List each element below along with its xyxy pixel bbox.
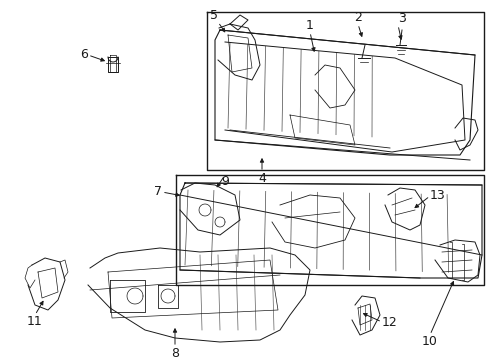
Text: 10: 10 — [421, 335, 437, 348]
Text: 2: 2 — [353, 11, 361, 24]
Text: 6: 6 — [80, 49, 88, 62]
Text: 13: 13 — [429, 189, 445, 202]
Text: 1: 1 — [305, 19, 313, 32]
Text: 8: 8 — [171, 347, 179, 360]
Text: 5: 5 — [209, 9, 218, 22]
Text: 3: 3 — [397, 12, 405, 25]
Text: 4: 4 — [258, 172, 265, 185]
Text: 11: 11 — [27, 315, 43, 328]
Text: 12: 12 — [381, 315, 397, 328]
Text: 9: 9 — [221, 175, 228, 188]
Text: 7: 7 — [154, 185, 162, 198]
